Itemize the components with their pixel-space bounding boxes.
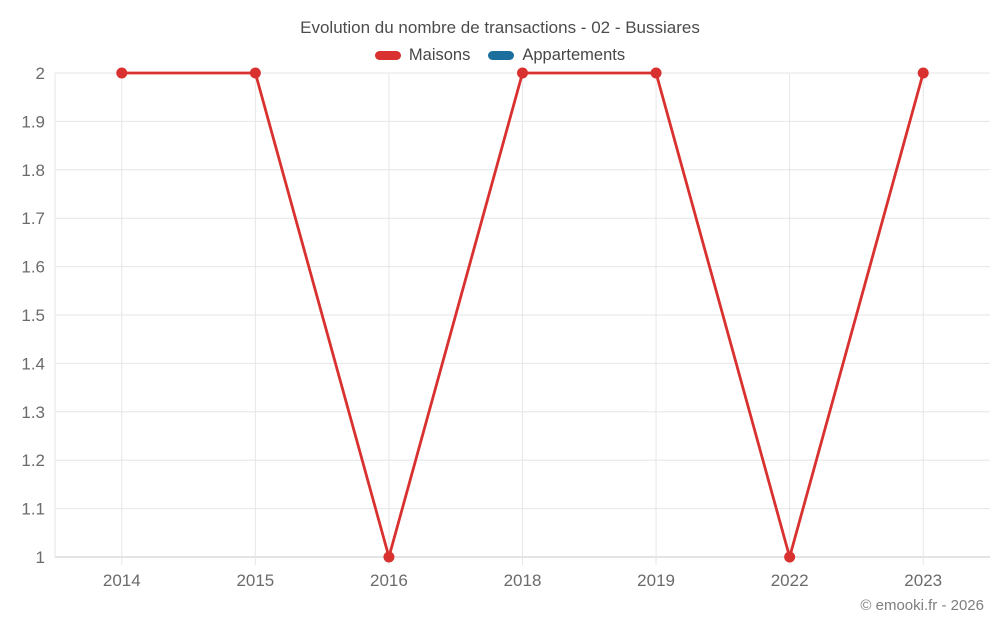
x-tick-label: 2019	[637, 571, 675, 590]
y-tick-label: 1.8	[21, 161, 45, 180]
x-tick-label: 2018	[504, 571, 542, 590]
y-tick-label: 1.3	[21, 403, 45, 422]
legend-label-maisons: Maisons	[408, 46, 471, 64]
legend-label-appartements: Appartements	[522, 46, 626, 64]
y-tick-label: 1.7	[21, 209, 45, 228]
y-tick-label: 1.5	[21, 306, 45, 325]
chart-legend: Maisons Appartements	[0, 46, 1000, 65]
legend-item-maisons[interactable]: Maisons	[374, 46, 471, 65]
data-point-maisons-2019	[650, 67, 662, 79]
data-point-maisons-2018	[517, 67, 528, 79]
y-tick-label: 1.2	[21, 451, 45, 470]
y-tick-label: 1.9	[21, 112, 45, 131]
y-tick-label: 1.1	[21, 500, 45, 519]
y-tick-label: 1	[36, 548, 45, 567]
data-point-maisons-2014	[116, 67, 128, 79]
legend-item-appartements[interactable]: Appartements	[488, 46, 625, 65]
y-tick-label: 1.6	[21, 258, 45, 277]
data-point-maisons-2016	[383, 551, 395, 563]
data-point-maisons-2023	[917, 67, 929, 79]
appartements-series-swatch-icon	[488, 51, 515, 60]
data-point-maisons-2015	[249, 67, 261, 79]
x-tick-label: 2023	[904, 571, 942, 590]
y-tick-label: 1.4	[21, 354, 45, 373]
data-point-maisons-2022	[784, 551, 796, 563]
chart-title: Evolution du nombre de transactions - 02…	[300, 18, 700, 37]
maisons-series-swatch-icon	[374, 51, 401, 60]
x-tick-label: 2015	[236, 571, 274, 590]
x-tick-label: 2022	[771, 571, 809, 590]
x-tick-label: 2014	[103, 571, 141, 590]
y-tick-label: 2	[36, 64, 45, 83]
watermark: © emooki.fr - 2026	[860, 597, 984, 614]
x-tick-label: 2016	[370, 571, 408, 590]
